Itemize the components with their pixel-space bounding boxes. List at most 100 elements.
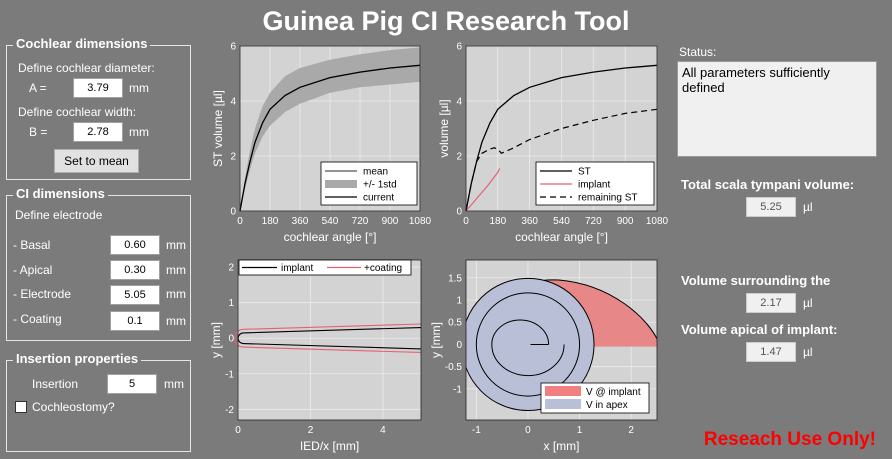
y-tick-label: 4: [456, 97, 462, 108]
x-axis-label: cochlear angle [°]: [515, 230, 608, 244]
x-tick-label: 360: [521, 216, 538, 227]
volume-comparison-plot: 0 180 360 540 720 900 1080 0 2 4 6 cochlear angle […: [437, 42, 669, 245]
x-axis-label: x [mm]: [544, 439, 580, 453]
apex-volume-region: [466, 277, 595, 412]
apical-input[interactable]: 0.30: [110, 260, 160, 280]
coating-unit: mm: [166, 314, 186, 328]
std-band: [240, 47, 420, 212]
implant-profile-plot: 0 2 4 -2 -1 0 1 2 IED/x [mm] y [mm] implant +coatin…: [209, 259, 422, 453]
total-volume-label: Total scala tympani volume:: [681, 177, 855, 192]
electrode-input[interactable]: 5.05: [110, 285, 160, 305]
st-line: [465, 64, 658, 212]
x-tick-label: 4: [380, 425, 386, 436]
x-tick-label: 2: [628, 425, 634, 436]
cochlear-dimensions-legend: Cochlear dimensions: [13, 36, 151, 51]
legend-box: [320, 161, 418, 206]
y-tick-label: 0: [230, 207, 236, 218]
insertion-label: Insertion: [32, 377, 79, 391]
y-axis-label: volume [µl]: [437, 99, 451, 157]
insertion-properties-panel: Insertion properties Insertion 5 mm Coch…: [6, 351, 191, 452]
legend-box: [540, 382, 650, 414]
electrode-unit: mm: [166, 287, 186, 301]
b-label: B =: [29, 125, 48, 139]
cochlea-drawing: [466, 277, 657, 412]
plot-border: [237, 259, 422, 421]
cochlea-cross-section-plot: -1 0 1 2 -1 -0.5 0 0.5 1 1.5 x [mm] y [mm] V @ impla…: [429, 259, 658, 453]
outer-contour: [466, 279, 657, 347]
x-tick-label: 360: [292, 216, 309, 227]
apical-volume-unit: µl: [803, 345, 813, 359]
cochlear-diameter-input[interactable]: 3.79: [73, 78, 123, 98]
coating-input[interactable]: 0.1: [110, 311, 160, 331]
x-axis-label: cochlear angle [°]: [284, 230, 377, 244]
surrounding-volume-label: Volume surrounding the: [681, 273, 831, 288]
legend-entry: remaining ST: [578, 193, 637, 204]
a-unit: mm: [129, 81, 149, 95]
y-axis-label: y [mm]: [429, 322, 443, 358]
insertion-depth-input[interactable]: 5: [107, 374, 157, 394]
remaining-st-line: [465, 108, 658, 212]
basal-label: - Basal: [13, 238, 51, 252]
y-axis-label: ST volume [µl]: [211, 90, 225, 167]
y-tick-label: 6: [456, 42, 462, 53]
mean-line: [239, 64, 421, 212]
total-volume-value: 5.25: [746, 197, 796, 217]
insertion-properties-legend: Insertion properties: [13, 351, 142, 366]
x-tick-label: 0: [235, 425, 241, 436]
legend-entry: mean: [363, 167, 388, 178]
legend-swatch: [325, 180, 357, 188]
legend-box: [535, 161, 655, 206]
legend-entry: +/- 1std: [363, 180, 397, 191]
cochlear-width-input[interactable]: 2.78: [73, 122, 123, 142]
cochleostomy-label: Cochleostomy?: [32, 400, 115, 414]
legend-swatch: [545, 399, 581, 409]
define-electrode-label: Define electrode: [15, 208, 103, 222]
legend-entry: V in apex: [586, 400, 628, 411]
set-to-mean-button[interactable]: Set to mean: [54, 149, 139, 173]
implant-volume-region: [466, 279, 657, 347]
basal-unit: mm: [166, 238, 186, 252]
plot-border: [239, 45, 421, 212]
coating-outline: [234, 323, 422, 353]
x-tick-label: 0: [463, 216, 469, 227]
spiral-turn-2: [491, 319, 565, 377]
b-unit: mm: [129, 125, 149, 139]
y-tick-label: 2: [228, 263, 234, 274]
x-tick-label: 900: [382, 216, 399, 227]
x-tick-label: 0: [525, 425, 531, 436]
y-tick-label: 2: [456, 152, 462, 163]
plot-border: [465, 259, 658, 421]
y-tick-label: 4: [230, 97, 236, 108]
spiral-turn-1: [475, 292, 581, 397]
cochlear-width-label: Define cochlear width:: [18, 105, 137, 119]
electrode-label: - Electrode: [13, 287, 72, 301]
basal-input[interactable]: 0.60: [110, 235, 160, 255]
y-tick-label: 0: [456, 340, 462, 351]
y-tick-label: 2: [230, 152, 236, 163]
x-tick-label: 540: [553, 216, 570, 227]
cochleostomy-checkbox[interactable]: [15, 401, 27, 413]
plot-background: [466, 46, 657, 211]
apical-volume-value: 1.47: [746, 342, 796, 362]
apical-unit: mm: [166, 263, 186, 277]
y-tick-label: -1: [453, 384, 462, 395]
x-tick-label: 180: [489, 216, 506, 227]
a-label: A =: [29, 81, 47, 95]
y-tick-label: 1.5: [448, 273, 462, 284]
x-tick-label: -1: [472, 425, 481, 436]
st-volume-plot: 0 180 360 540 720 900 1080 0 2 4 6 cochlear angle […: [211, 42, 432, 245]
apical-label: - Apical: [13, 263, 53, 277]
status-label: Status:: [679, 45, 717, 59]
legend-entry: current: [363, 193, 394, 204]
y-tick-label: -1: [225, 369, 234, 380]
apical-volume-label: Volume apical of implant:: [681, 322, 838, 337]
app-title: Guinea Pig CI Research Tool: [262, 6, 630, 36]
y-tick-label: -2: [225, 405, 234, 416]
cochlear-dimensions-panel: Cochlear dimensions Define cochlear diam…: [6, 36, 191, 180]
y-tick-label: 0.5: [448, 318, 462, 329]
legend-entry: implant: [281, 263, 313, 274]
implant-outline: [237, 327, 422, 350]
cochlear-diameter-label: Define cochlear diameter:: [18, 61, 155, 75]
x-tick-label: 720: [352, 216, 369, 227]
y-tick-label: 0: [228, 334, 234, 345]
